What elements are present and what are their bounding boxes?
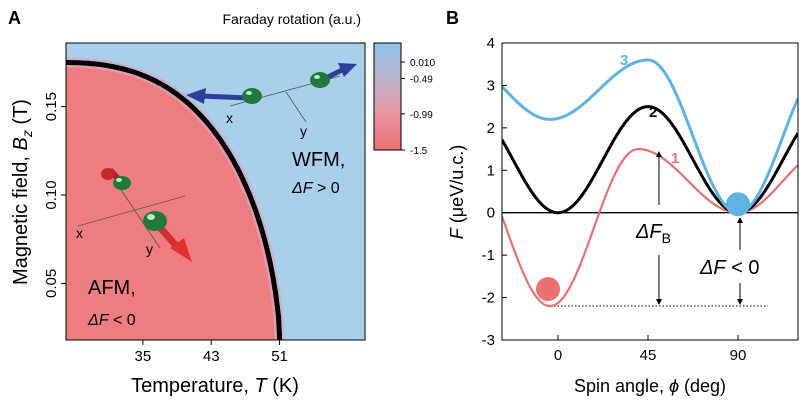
panel-a-x-ticks: 35 43 51 (135, 340, 288, 365)
series-1-label: 1 (671, 150, 679, 167)
panel-b-x-ticks: 0 45 90 (554, 335, 747, 364)
panel-label-a: A (8, 8, 21, 28)
colorbar-tick-label: 0.010 (410, 58, 435, 69)
x-tick-label: 90 (730, 347, 747, 364)
colorbar-tick-label: -0.99 (410, 110, 433, 121)
panel-b-x-axis-title: Spin angle, ϕ (deg) (574, 376, 726, 396)
y-tick-label: 3 (487, 77, 495, 94)
series-2-label: 2 (649, 104, 657, 121)
series-3-label: 3 (620, 52, 628, 69)
y-tick-label: -2 (482, 290, 495, 307)
afm-region (66, 62, 280, 340)
marker-blue (726, 192, 750, 217)
axis-x-label-wfm: x (226, 110, 233, 126)
afm-condition: ΔF < 0 (87, 312, 136, 329)
x-tick-label: 45 (640, 347, 657, 364)
marker-red (536, 277, 560, 302)
panel-a: x y x y WFM, ΔF > 0 AFM, ΔF < 0 35 43 51 0… (10, 11, 435, 397)
delta-fb-label: ΔFB (635, 221, 671, 246)
panel-b-y-axis-title: F (μeV/u.c.) (447, 145, 467, 239)
panel-a-y-axis-title: Magnetic field, Bz (T) (10, 99, 35, 285)
y-tick-label: 0.15 (43, 92, 60, 121)
x-tick-label: 0 (554, 347, 562, 364)
y-tick-label: 2 (487, 120, 495, 137)
axis-y-label-wfm: y (300, 123, 307, 139)
y-tick-label: 1 (487, 162, 495, 179)
plot-frame (501, 42, 799, 341)
panel-a-y-ticks: 0.05 0.10 0.15 (43, 92, 66, 298)
x-tick-label: 43 (203, 348, 220, 365)
axis-x-label-afm: x (76, 225, 83, 241)
y-tick-label: -1 (482, 247, 495, 264)
afm-label: AFM, (88, 277, 136, 299)
phase-boundary (66, 60, 283, 340)
y-tick-label: 0.10 (43, 180, 60, 209)
afm-spin-pair (77, 167, 192, 262)
x-tick-label: 51 (271, 348, 288, 365)
colorbar-tick-label: -0.49 (410, 74, 433, 85)
series-3-curve (502, 58, 798, 215)
wfm-label: WFM, (292, 149, 345, 171)
colorbar-ticks: 0.010 -0.49 -0.99 -1.5 (401, 58, 435, 157)
y-tick-label: 4 (487, 35, 495, 52)
y-tick-label: 0 (487, 205, 495, 222)
x-tick-label: 35 (135, 348, 152, 365)
heatmap-frame (65, 42, 366, 341)
colorbar-title: Faraday rotation (a.u.) (222, 11, 361, 27)
series-2-curve (502, 105, 798, 215)
wfm-spin-pair (186, 63, 357, 123)
y-tick-label: -3 (482, 332, 495, 349)
y-tick-label: 0.05 (43, 269, 60, 298)
panel-b-y-ticks: -3 -2 -1 0 1 2 3 4 (482, 35, 507, 349)
panel-a-x-axis-title: Temperature, T (K) (131, 375, 299, 397)
axis-y-label-afm: y (146, 241, 153, 257)
wfm-condition: ΔF > 0 (291, 180, 340, 197)
colorbar (373, 42, 402, 151)
delta-f-label: ΔF < 0 (699, 257, 760, 279)
colorbar-tick-label: -1.5 (410, 146, 428, 157)
panel-b: 1 2 3 ΔFB ΔF < 0 0 45 90 -3 -2 -1 0 1 2 3 4 Spin … (447, 35, 799, 396)
panel-label-b: B (446, 8, 459, 28)
